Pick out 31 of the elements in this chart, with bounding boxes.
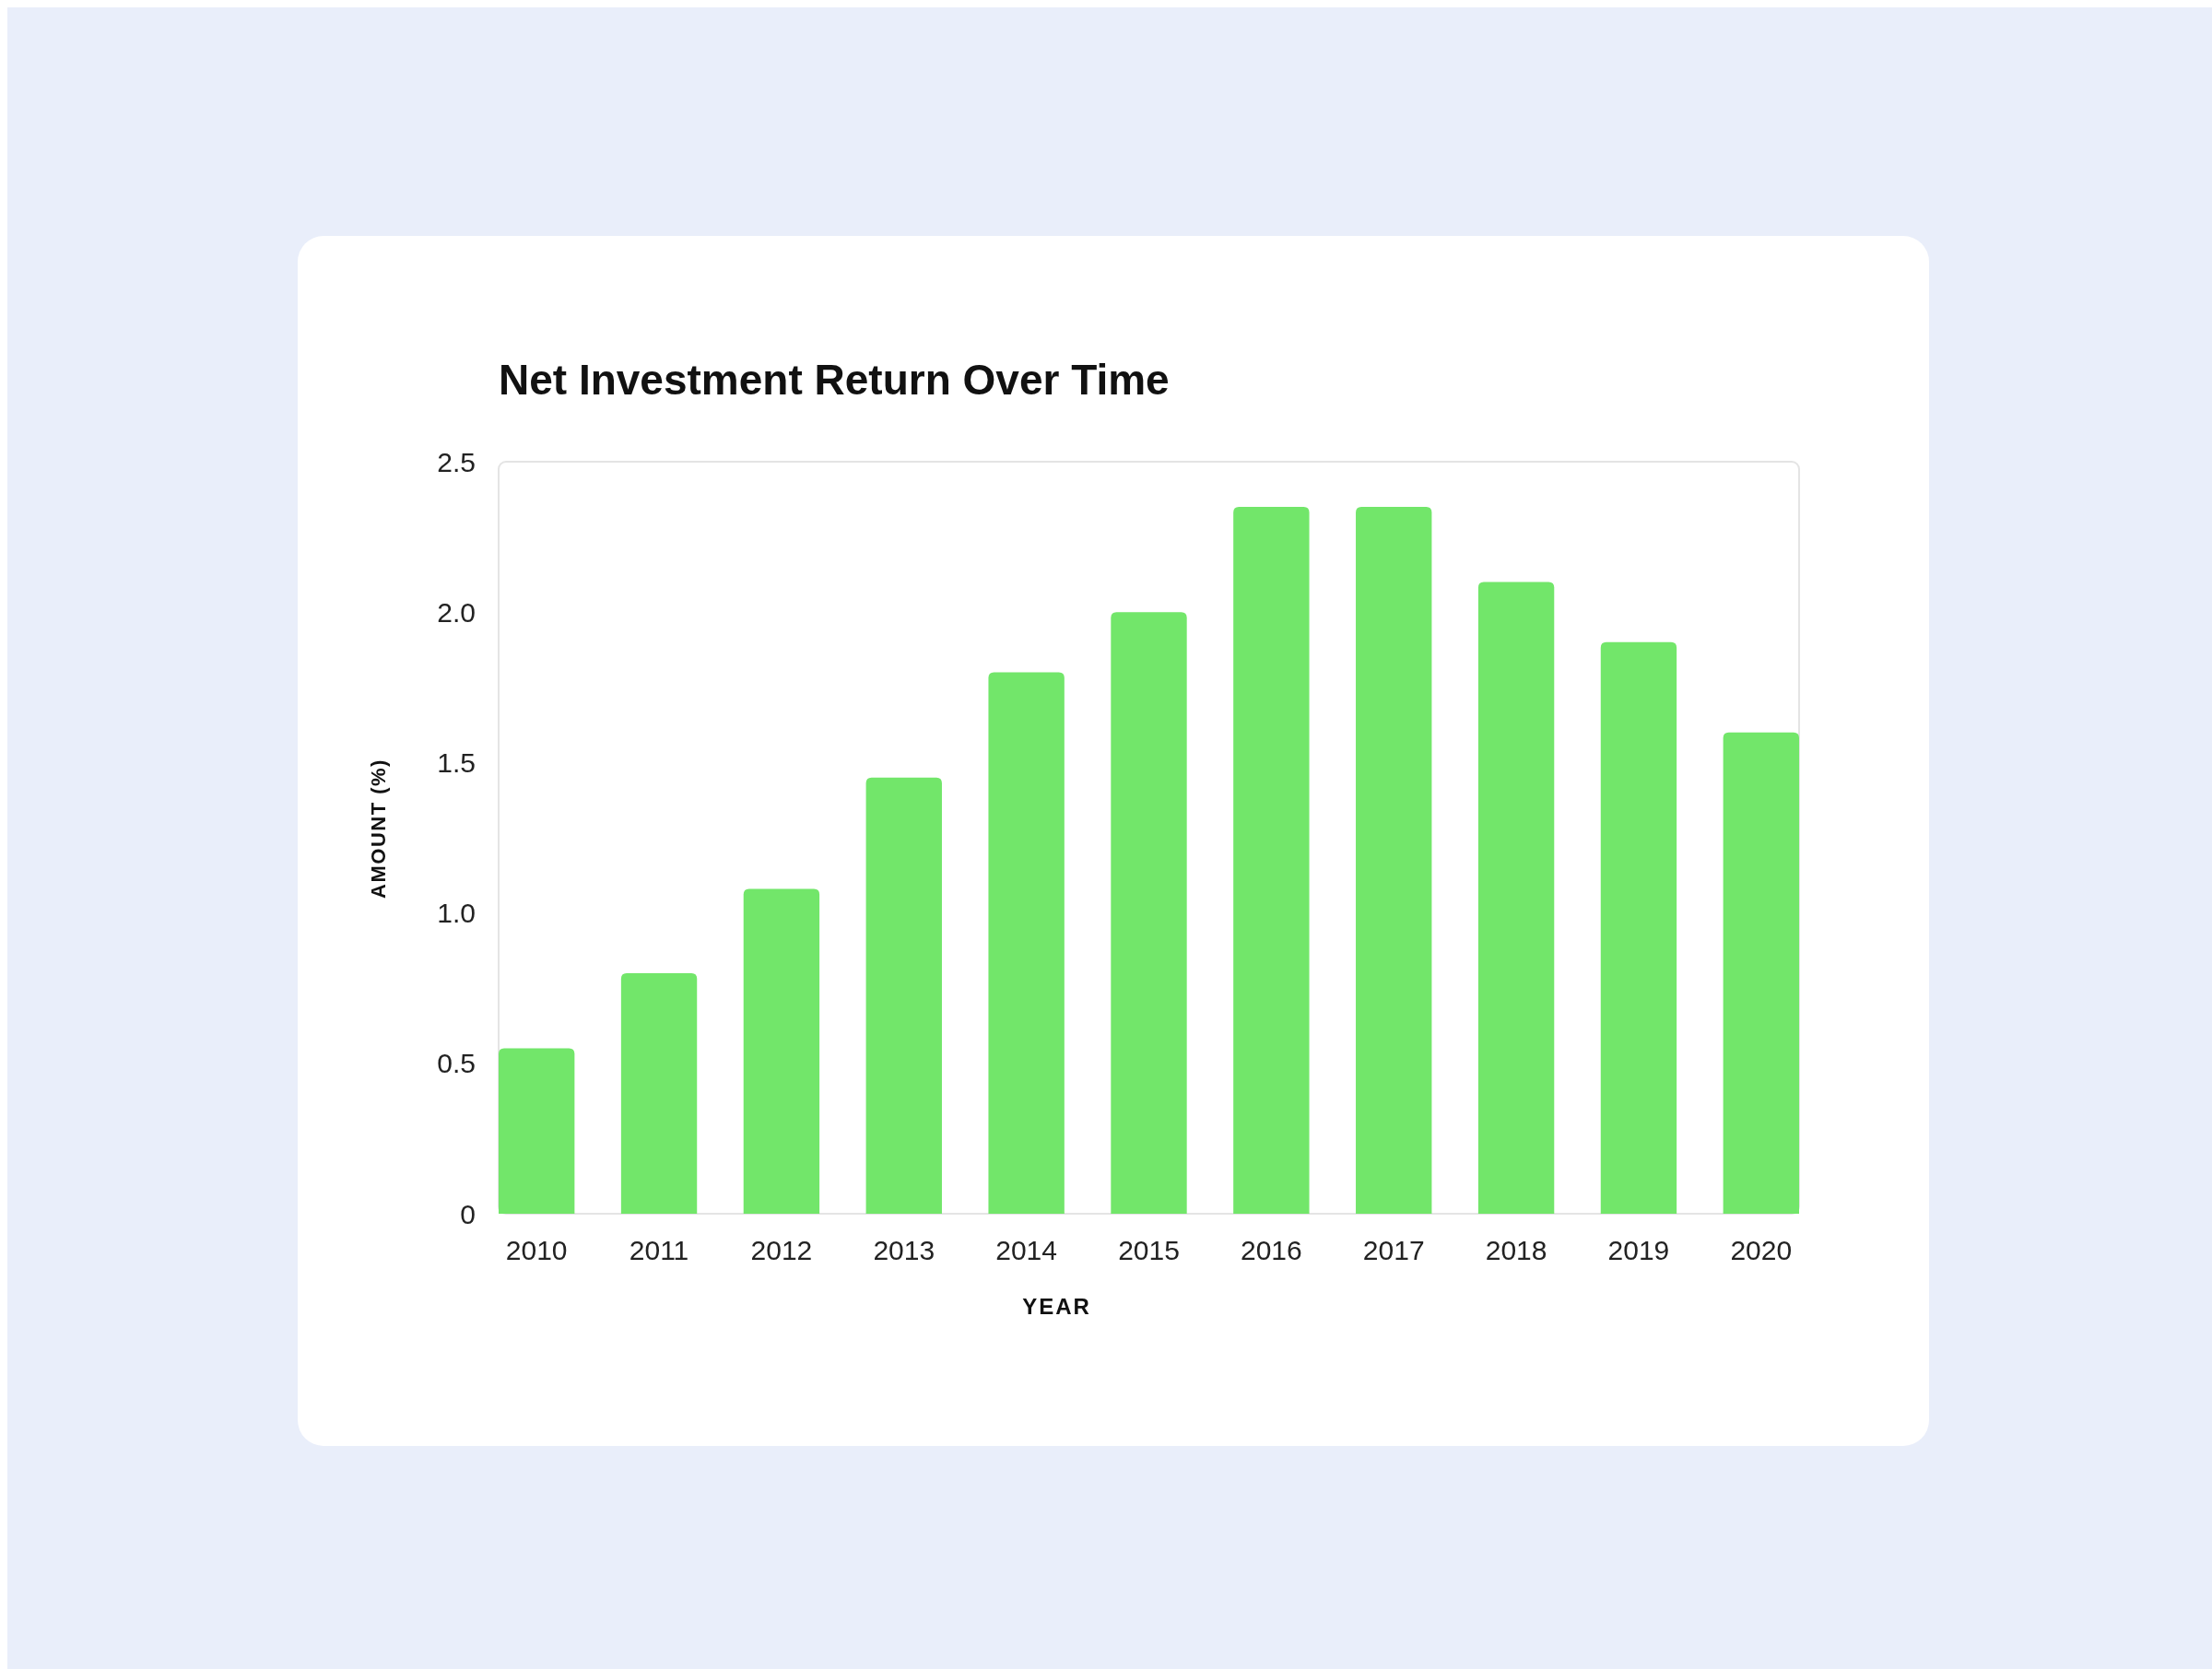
y-tick-label: 0 <box>460 1198 476 1229</box>
bar <box>620 972 698 1214</box>
x-tick-label: 2020 <box>1730 1234 1793 1265</box>
x-tick-label: 2017 <box>1362 1234 1425 1265</box>
x-tick-label: 2018 <box>1485 1234 1547 1265</box>
bar <box>865 777 942 1214</box>
y-tick-label: 2.0 <box>437 596 476 628</box>
chart-title: Net Investment Return Over Time <box>499 356 1170 404</box>
x-tick-label: 2014 <box>995 1234 1058 1265</box>
y-tick-label: 2.5 <box>437 446 476 477</box>
bar <box>499 1048 575 1214</box>
bar <box>1723 732 1799 1214</box>
bar <box>1233 506 1310 1214</box>
y-axis-title: AMOUNT (%) <box>367 758 390 899</box>
x-tick-label: 2019 <box>1607 1234 1670 1265</box>
x-tick-label: 2011 <box>629 1234 689 1265</box>
bar <box>988 672 1065 1214</box>
x-tick-label: 2015 <box>1118 1234 1180 1265</box>
bar <box>1477 582 1555 1214</box>
x-tick-label: 2013 <box>873 1234 935 1265</box>
x-axis-title: YEAR <box>1022 1294 1091 1319</box>
x-tick-label: 2012 <box>750 1234 813 1265</box>
y-tick-label: 1.0 <box>437 898 476 929</box>
y-tick-label: 0.5 <box>437 1048 476 1079</box>
bar <box>743 888 820 1214</box>
x-tick-label: 2010 <box>505 1234 568 1265</box>
bar <box>1600 641 1677 1214</box>
x-tick-label: 2016 <box>1240 1234 1302 1265</box>
bar <box>1356 506 1432 1214</box>
bar <box>1111 612 1187 1214</box>
y-tick-label: 1.5 <box>437 746 476 778</box>
